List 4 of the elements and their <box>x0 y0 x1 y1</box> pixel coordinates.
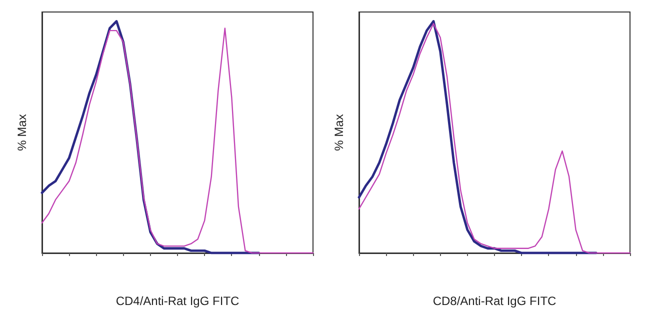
x-axis-title: CD4/Anti-Rat IgG FITC <box>116 294 240 308</box>
x-axis-title: CD8/Anti-Rat IgG FITC <box>432 294 557 308</box>
y-axis-title: % Max <box>15 114 29 151</box>
y-axis-title: % Max <box>332 114 346 151</box>
